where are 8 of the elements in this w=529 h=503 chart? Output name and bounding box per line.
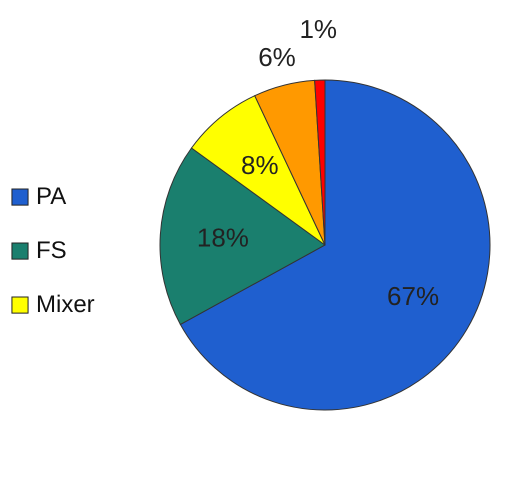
data-label: 8% [241,150,279,180]
legend-label: Mixer [36,291,95,318]
legend-label: FS [36,237,67,264]
data-label: 67% [387,281,440,312]
data-label: 18% [196,222,249,253]
data-label: 1% [299,14,338,44]
data-label: 6% [258,42,296,72]
legend-label: PA [36,183,66,210]
